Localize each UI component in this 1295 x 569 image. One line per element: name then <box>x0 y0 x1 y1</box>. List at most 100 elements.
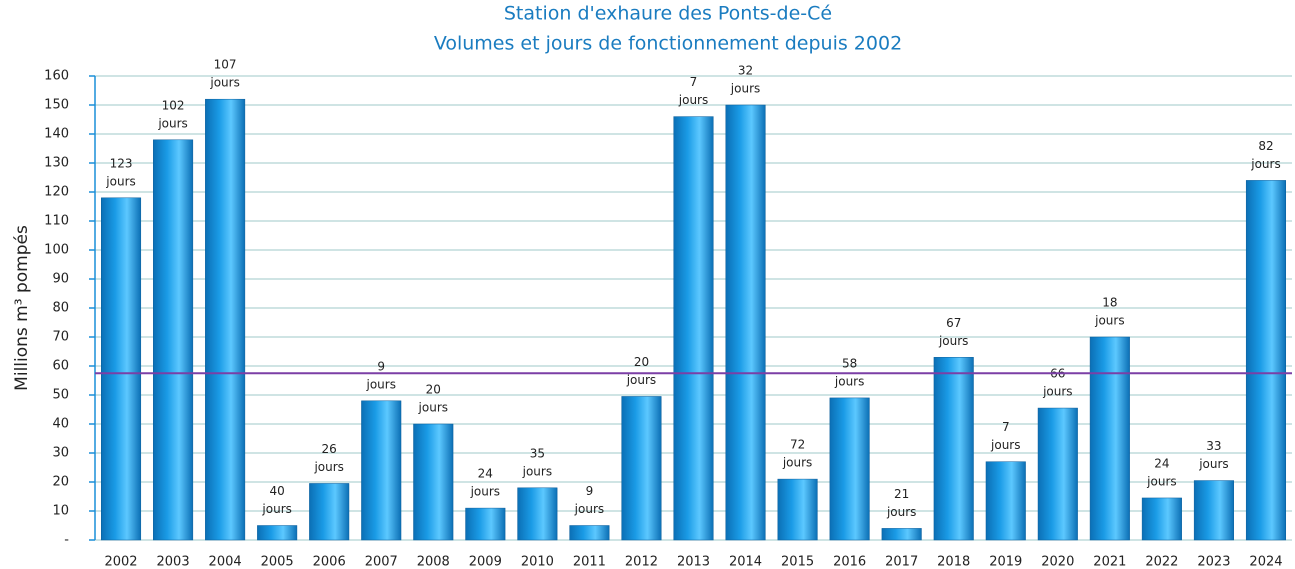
day-unit-label: jours <box>1198 457 1228 471</box>
bar <box>569 525 610 541</box>
x-tick-label: 2013 <box>677 555 710 569</box>
x-tick-label: 2018 <box>937 555 970 569</box>
day-label: 35 <box>530 446 545 460</box>
day-unit-label: jours <box>522 464 552 478</box>
day-label: 82 <box>1258 139 1273 153</box>
bar <box>985 461 1026 541</box>
bar <box>361 400 402 541</box>
day-unit-label: jours <box>990 438 1020 452</box>
day-unit-label: jours <box>418 401 448 415</box>
day-label: 9 <box>586 484 594 498</box>
day-label: 72 <box>790 438 805 452</box>
bar <box>673 116 714 541</box>
day-unit-label: jours <box>470 485 500 499</box>
day-label: 20 <box>426 383 441 397</box>
day-unit-label: jours <box>1146 474 1176 488</box>
y-tick-label: 130 <box>44 156 69 171</box>
y-tick-label: 20 <box>52 475 69 490</box>
day-unit-label: jours <box>886 505 916 519</box>
y-tick-label: 30 <box>52 446 69 461</box>
x-tick-label: 2016 <box>833 555 866 569</box>
y-axis-label: Millions m³ pompés <box>12 225 32 391</box>
y-tick-label: 50 <box>52 388 69 403</box>
x-tick-label: 2019 <box>989 555 1022 569</box>
day-label: 33 <box>1206 439 1221 453</box>
y-tick-label: 140 <box>44 127 69 142</box>
x-tick-label: 2024 <box>1249 555 1282 569</box>
x-tick-label: 2004 <box>209 555 242 569</box>
day-label: 24 <box>478 467 493 481</box>
day-label: 102 <box>162 98 185 112</box>
x-tick-label: 2022 <box>1145 555 1178 569</box>
bar <box>1037 407 1078 541</box>
y-tick-label: 80 <box>52 301 69 316</box>
x-tick-label: 2002 <box>104 555 137 569</box>
day-label: 67 <box>946 316 961 330</box>
day-unit-label: jours <box>730 82 760 96</box>
bar <box>725 104 766 541</box>
day-label: 40 <box>270 484 285 498</box>
bar <box>100 197 142 541</box>
x-tick-label: 2008 <box>417 555 450 569</box>
bar <box>1245 180 1287 541</box>
day-label: 18 <box>1102 296 1117 310</box>
day-unit-label: jours <box>834 374 864 388</box>
day-label: 7 <box>690 75 698 89</box>
x-tick-label: 2006 <box>313 555 346 569</box>
day-unit-label: jours <box>1042 385 1072 399</box>
y-tick-label: 120 <box>44 185 69 200</box>
bar <box>621 396 662 541</box>
x-tick-label: 2020 <box>1041 555 1074 569</box>
day-label: 123 <box>110 156 133 170</box>
day-unit-label: jours <box>261 502 291 516</box>
day-unit-label: jours <box>782 456 812 470</box>
bar <box>829 397 870 541</box>
x-tick-label: 2014 <box>729 555 762 569</box>
bar <box>465 507 506 541</box>
bar <box>153 139 194 541</box>
chart-title: Station d'exhaure des Ponts-de-Cé <box>504 3 832 25</box>
y-tick-label: - <box>64 533 69 548</box>
y-tick-label: 110 <box>44 214 69 229</box>
x-tick-label: 2010 <box>521 555 554 569</box>
day-unit-label: jours <box>938 334 968 348</box>
bar <box>257 525 298 541</box>
bar <box>933 357 974 541</box>
x-tick-label: 2003 <box>157 555 190 569</box>
y-tick-label: 160 <box>44 69 69 84</box>
bar <box>777 478 818 541</box>
day-label: 20 <box>634 355 649 369</box>
bar <box>881 528 922 541</box>
bar <box>517 487 558 541</box>
chart-subtitle: Volumes et jours de fonctionnement depui… <box>434 33 902 55</box>
day-label: 9 <box>377 359 385 373</box>
day-unit-label: jours <box>574 502 604 516</box>
day-unit-label: jours <box>626 373 656 387</box>
y-tick-label: 60 <box>52 359 69 374</box>
bar <box>205 98 246 541</box>
day-label: 26 <box>322 442 337 456</box>
day-unit-label: jours <box>157 116 187 130</box>
x-tick-label: 2009 <box>469 555 502 569</box>
day-unit-label: jours <box>366 377 396 391</box>
x-tick-label: 2005 <box>261 555 294 569</box>
day-label: 24 <box>1154 456 1169 470</box>
day-label: 58 <box>842 356 857 370</box>
day-unit-label: jours <box>313 460 343 474</box>
bar <box>1193 480 1234 541</box>
x-tick-label: 2015 <box>781 555 814 569</box>
x-tick-label: 2023 <box>1197 555 1230 569</box>
x-tick-label: 2012 <box>625 555 658 569</box>
day-label: 21 <box>894 487 909 501</box>
day-unit-label: jours <box>1094 314 1124 328</box>
bar <box>1141 497 1182 541</box>
day-label: 32 <box>738 64 753 78</box>
bar <box>309 483 350 541</box>
x-tick-label: 2011 <box>573 555 606 569</box>
day-label: 7 <box>1002 420 1010 434</box>
day-unit-label: jours <box>209 76 239 90</box>
bar <box>1089 336 1130 541</box>
y-tick-label: 70 <box>52 330 69 345</box>
